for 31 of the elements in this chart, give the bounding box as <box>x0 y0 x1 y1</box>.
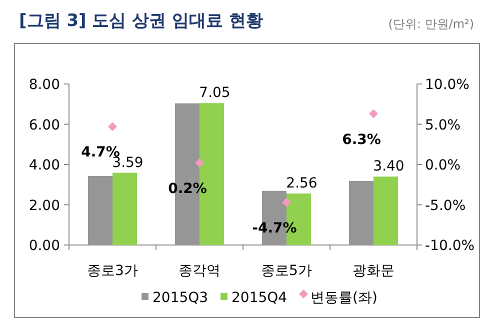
bar <box>349 181 374 245</box>
data-label: 6.3% <box>342 132 381 148</box>
y-tick-label: 2.00 <box>28 198 60 214</box>
data-label: 2.56 <box>286 175 318 192</box>
point <box>108 122 117 132</box>
legend-label: 변동률(좌) <box>310 290 378 306</box>
y-tick-label: 4.00 <box>28 158 60 174</box>
point <box>195 158 204 168</box>
legend-label: 2015Q4 <box>232 290 288 306</box>
y2-tick-label: -5.0% <box>425 198 466 214</box>
x-tick-label: 종각역 <box>178 263 220 279</box>
y2-tick-label: -10.0% <box>425 238 475 254</box>
y-tick-label: 6.00 <box>28 117 60 134</box>
chart-title: [그림 3] 도심 상권 임대료 현황 <box>19 11 263 31</box>
y2-tick-label: 10.0% <box>425 77 470 93</box>
bar <box>374 176 398 245</box>
data-label: 7.05 <box>199 85 230 102</box>
x-tick-label: 종로5가 <box>261 263 312 279</box>
y2-tick-label: 5.0% <box>425 117 461 134</box>
y-tick-label: 8.00 <box>28 77 60 93</box>
bar <box>112 172 137 245</box>
x-tick-label: 종로3가 <box>87 263 138 279</box>
bar <box>88 176 112 245</box>
point <box>282 198 291 207</box>
legend-label: 2015Q3 <box>152 290 208 306</box>
y-tick-label: 0.00 <box>28 238 60 254</box>
data-label: 3.40 <box>373 158 404 175</box>
y2-tick-label: 0.0% <box>425 158 461 174</box>
point <box>369 109 378 118</box>
chart-subtitle: (단위: 만원/m²) <box>388 17 474 31</box>
x-tick-label: 광화문 <box>352 263 394 279</box>
